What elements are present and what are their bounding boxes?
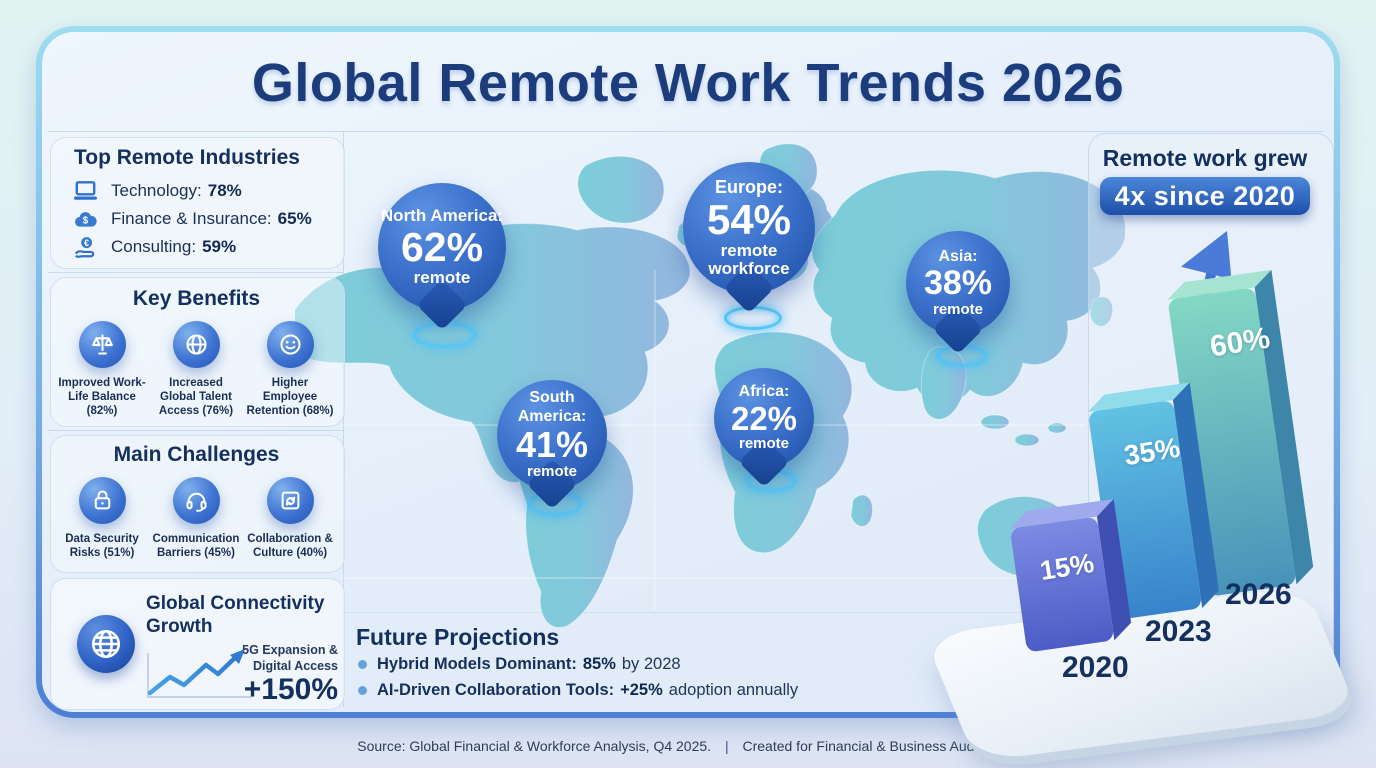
connectivity-sublabel: 5G Expansion & Digital Access <box>242 643 338 673</box>
challenges-heading: Main Challenges <box>113 443 280 466</box>
headset-icon <box>172 477 220 524</box>
pin-glow-ring <box>724 306 782 330</box>
growth-callout-text: Remote work grew <box>1102 145 1308 171</box>
projection-item-hybrid: Hybrid Models Dominant: 85% by 2028 <box>358 655 681 674</box>
challenge-collaboration: Collaboration & Culture (40%) <box>244 477 336 560</box>
challenge-communication: Communication Barriers (45%) <box>150 477 242 560</box>
pin-africa: Africa: 22% remote <box>714 368 814 468</box>
pin-europe: Europe: 54% remote workforce <box>683 162 815 294</box>
connectivity-heading: Global Connectivity Growth <box>146 593 325 637</box>
industries-card <box>50 137 345 269</box>
footer-source: Source: Global Financial & Workforce Ana… <box>357 738 712 754</box>
industry-row-technology: Technology: 78% <box>72 178 242 204</box>
benefit-retention: Higher Employee Retention (68%) <box>244 321 336 418</box>
laptop-icon <box>72 179 99 203</box>
challenge-security: Data Security Risks (51%) <box>56 477 148 560</box>
globe-icon <box>172 321 220 368</box>
panel-divider <box>343 612 1088 613</box>
scales-icon <box>78 321 126 368</box>
benefits-icons: Improved Work-Life Balance (82%) Increas… <box>56 321 336 418</box>
globe-grid-icon <box>77 615 135 673</box>
industry-row-finance: $ Finance & Insurance: 65% <box>72 206 312 232</box>
benefit-talent: Increased Global Talent Access (76%) <box>150 321 242 418</box>
year-label-2023: 2023 <box>1145 615 1212 648</box>
footer-separator: | <box>724 738 729 754</box>
panel-divider <box>48 430 343 431</box>
footer-audience: Created for Financial & Business Audienc… <box>742 738 1019 754</box>
page-title: Global Remote Work Trends 2026 <box>251 53 1125 113</box>
bullet-dot <box>358 660 367 669</box>
collaboration-icon <box>266 477 314 524</box>
island-madagascar <box>850 494 873 527</box>
hand-coin-icon: € <box>72 235 99 259</box>
industry-row-consulting: € Consulting: 59% <box>72 234 236 260</box>
growth-sparkline <box>147 649 252 698</box>
pin-north-america: North America: 62% remote <box>378 183 506 311</box>
year-label-2020: 2020 <box>1062 651 1129 684</box>
continent-greenland <box>577 155 665 224</box>
connectivity-value: +150% <box>243 673 338 706</box>
projection-item-ai: AI-Driven Collaboration Tools: +25% adop… <box>358 681 798 700</box>
year-label-2026: 2026 <box>1225 578 1292 611</box>
bar-chart <box>1009 270 1314 652</box>
bar-2020 <box>1009 498 1132 652</box>
cloud-dollar-icon: $ <box>72 207 99 231</box>
svg-text:$: $ <box>83 215 89 226</box>
panel-divider <box>48 131 1324 132</box>
bullet-dot <box>358 686 367 695</box>
pin-south-america: South America: 41% remote <box>497 380 607 490</box>
connectivity-card: Global Connectivity Growth 5G Expansion … <box>50 578 345 710</box>
projections-heading: Future Projections <box>356 624 560 650</box>
industries-heading: Top Remote Industries <box>74 146 300 169</box>
pin-asia: Asia: 38% remote <box>906 231 1010 335</box>
growth-badge: 4x since 2020 <box>1100 177 1310 215</box>
smiley-icon <box>266 321 314 368</box>
svg-text:€: € <box>84 238 89 248</box>
island-japan <box>1089 296 1114 327</box>
panel-divider <box>48 272 343 273</box>
panel-divider <box>343 131 344 707</box>
benefit-worklife: Improved Work-Life Balance (82%) <box>56 321 148 418</box>
footer-credit: Source: Global Financial & Workforce Ana… <box>0 738 1376 754</box>
island-se-asia <box>1014 433 1040 447</box>
lock-icon <box>78 477 126 524</box>
benefits-heading: Key Benefits <box>132 287 261 310</box>
challenges-icons: Data Security Risks (51%) Communication … <box>56 477 336 560</box>
